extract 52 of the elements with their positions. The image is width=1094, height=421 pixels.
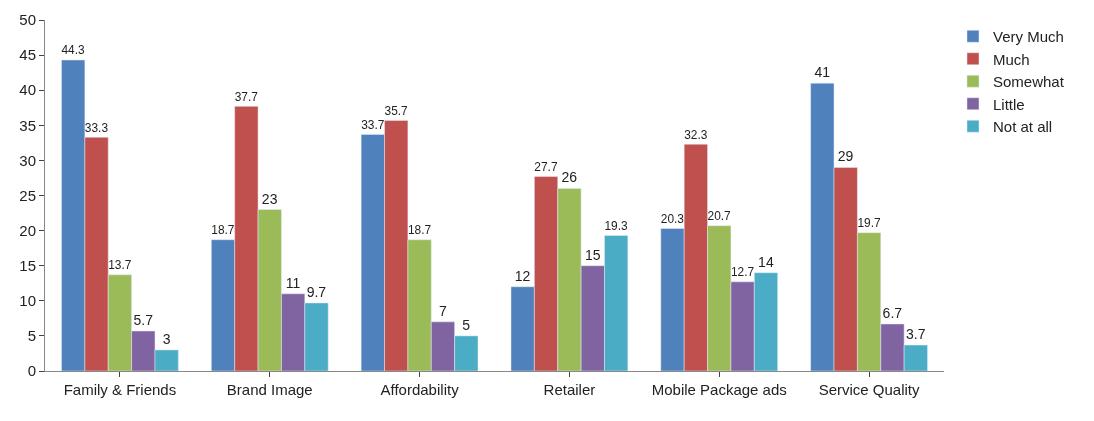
data-label: 32.3	[684, 127, 708, 142]
data-label: 41	[814, 64, 831, 81]
data-label: 5.7	[133, 311, 154, 328]
y-tick-label: 5	[27, 327, 36, 345]
data-label: 12	[514, 267, 531, 284]
data-label: 12.7	[730, 265, 755, 280]
y-tick-label: 10	[19, 292, 36, 310]
x-tick-label: Retailer	[543, 381, 596, 398]
y-tick-label: 30	[19, 151, 36, 169]
data-label: 6.7	[882, 304, 903, 321]
data-label: 37.7	[234, 89, 259, 104]
data-label: 15	[584, 246, 601, 263]
x-tick-label: Family & Friends	[63, 381, 177, 398]
data-label: 29	[837, 148, 854, 165]
legend-label: Much	[992, 50, 1030, 68]
data-label: 20.7	[707, 209, 732, 224]
x-tick-label: Service Quality	[818, 381, 921, 398]
data-label: 3	[162, 330, 171, 347]
data-label: 26	[561, 169, 578, 186]
x-tick-label: Affordability	[380, 381, 460, 398]
data-label: 33.7	[361, 117, 385, 132]
legend-label: Not at all	[992, 118, 1053, 136]
data-label: 18.7	[407, 223, 432, 238]
data-label: 11	[285, 274, 301, 291]
x-tick-label: Mobile Package ads	[651, 381, 787, 398]
data-label: 33.3	[84, 120, 109, 135]
data-label: 3.7	[905, 326, 926, 343]
legend-label: Very Much	[992, 28, 1064, 46]
data-label: 13.7	[108, 258, 132, 273]
y-tick-label: 20	[19, 221, 36, 239]
y-tick-label: 40	[19, 81, 36, 99]
legend-label: Little	[992, 95, 1025, 113]
data-label: 35.7	[384, 103, 409, 118]
data-label: 20.3	[660, 211, 685, 226]
data-label: 14	[758, 253, 774, 270]
data-label: 23	[261, 190, 278, 207]
data-label: 19.7	[857, 216, 881, 231]
y-tick-label: 15	[19, 256, 36, 274]
data-label: 9.7	[306, 283, 327, 300]
data-label: 7	[438, 302, 447, 319]
y-tick-label: 25	[19, 186, 36, 204]
y-tick-label: 0	[27, 362, 36, 380]
data-label: 27.7	[534, 160, 558, 174]
y-tick-label: 45	[19, 46, 36, 64]
data-label: 5	[462, 316, 471, 333]
data-label: 19.3	[604, 218, 629, 233]
data-label: 44.3	[61, 43, 86, 58]
y-tick-label: 35	[19, 116, 36, 134]
legend-label: Somewhat	[992, 73, 1065, 91]
x-tick-label: Brand Image	[226, 381, 313, 398]
data-label: 18.7	[211, 223, 235, 238]
y-tick-label: 50	[19, 11, 36, 29]
